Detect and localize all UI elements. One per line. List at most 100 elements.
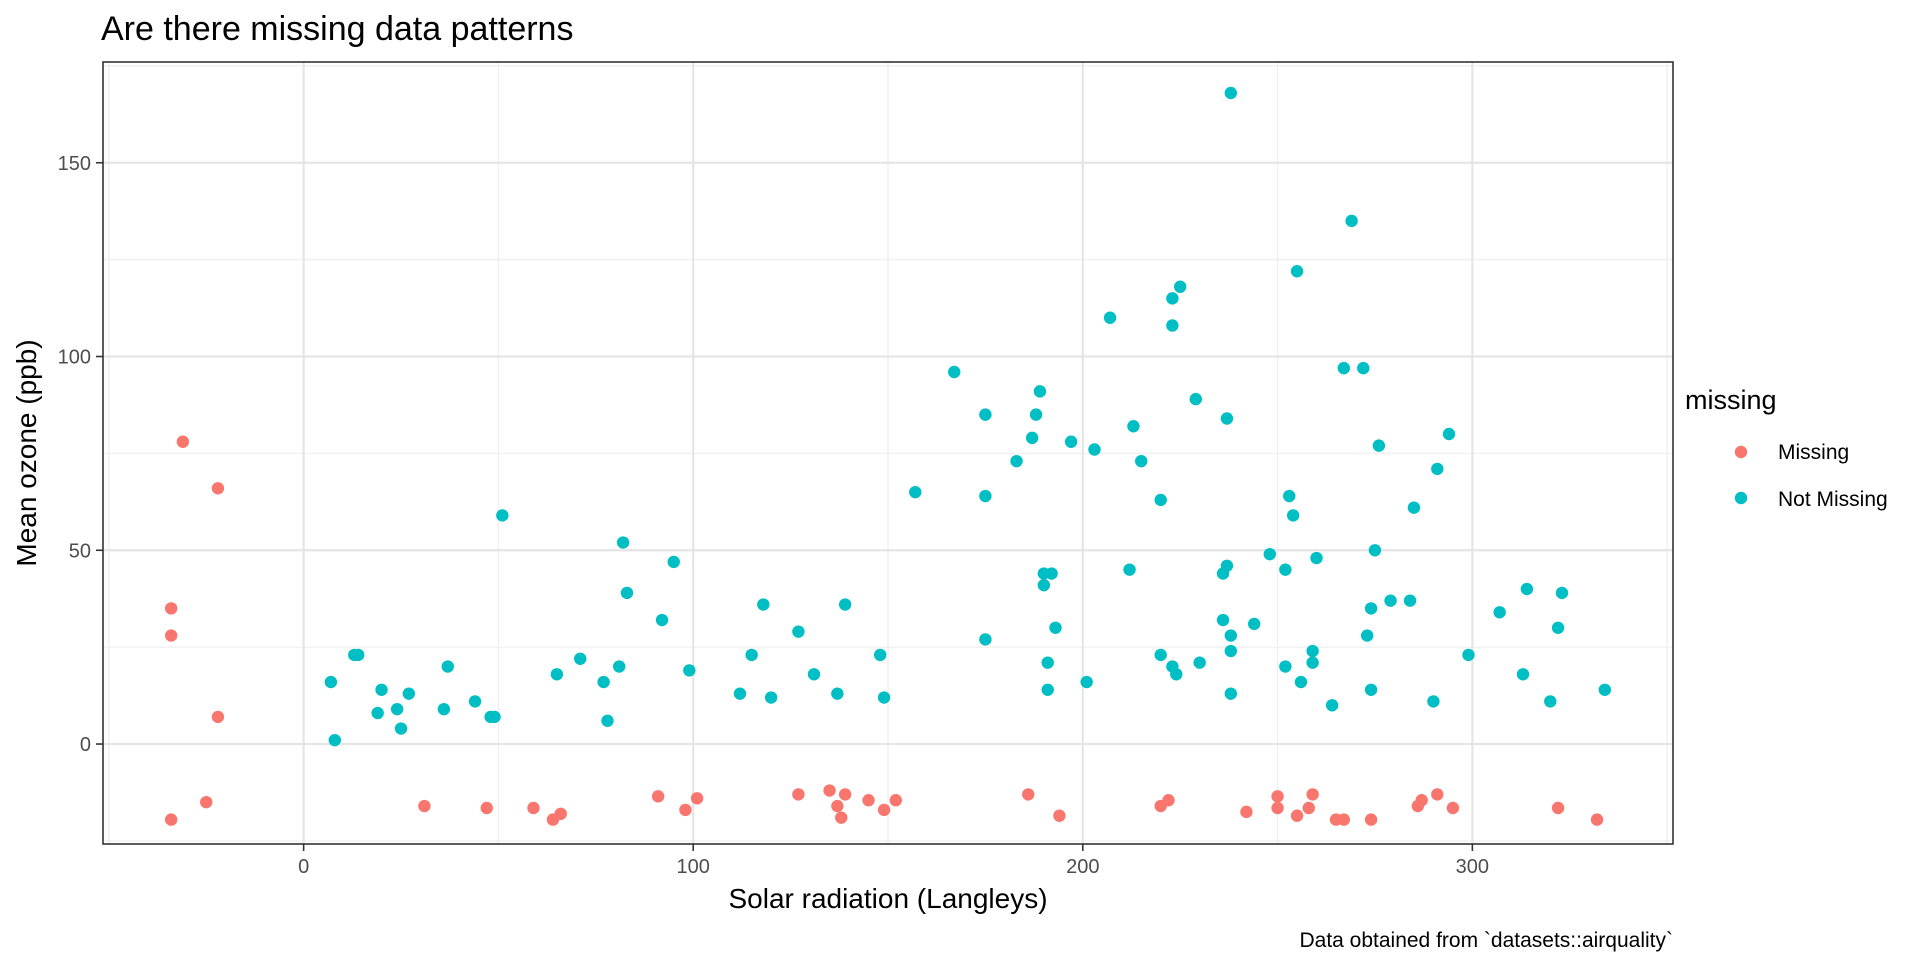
point-missing: [1162, 794, 1175, 807]
point-not-missing: [601, 714, 614, 727]
point-missing: [1337, 813, 1351, 826]
point-not-missing: [1189, 392, 1202, 406]
point-missing: [1290, 809, 1304, 822]
point-not-missing: [1170, 668, 1183, 681]
point-not-missing: [1544, 695, 1557, 708]
point-missing: [1415, 794, 1428, 807]
point-not-missing: [468, 695, 482, 708]
y-tick-label: 150: [58, 153, 91, 175]
point-not-missing: [909, 485, 922, 499]
legend-key-not-missing: [1734, 491, 1748, 505]
point-missing: [480, 801, 493, 815]
point-not-missing: [1310, 551, 1323, 565]
point-missing: [835, 811, 848, 824]
point-not-missing: [1442, 427, 1456, 441]
point-missing: [838, 788, 852, 801]
point-not-missing: [1364, 683, 1378, 696]
point-not-missing: [1064, 435, 1078, 448]
point-not-missing: [655, 613, 669, 627]
legend-key-missing: [1734, 445, 1748, 459]
point-missing: [1364, 813, 1378, 826]
point-not-missing: [616, 536, 630, 549]
point-not-missing: [1010, 454, 1023, 468]
point-missing: [527, 801, 540, 815]
point-missing: [1271, 801, 1284, 815]
y-axis: 0 50 100 150: [58, 153, 103, 756]
point-not-missing: [1224, 86, 1238, 100]
point-not-missing: [1041, 656, 1054, 669]
point-not-missing: [1364, 602, 1378, 615]
point-not-missing: [667, 555, 680, 569]
point-not-missing: [1306, 656, 1319, 669]
point-not-missing: [807, 668, 821, 681]
point-not-missing: [488, 710, 501, 724]
y-tick-label: 50: [69, 540, 91, 562]
point-not-missing: [1516, 668, 1530, 681]
point-missing: [1306, 788, 1319, 801]
point-not-missing: [1041, 683, 1054, 696]
point-not-missing: [1286, 509, 1300, 522]
point-not-missing: [1372, 439, 1386, 452]
point-not-missing: [1427, 695, 1440, 708]
point-not-missing: [1123, 563, 1136, 576]
legend-label-not-missing: Not Missing: [1778, 488, 1888, 511]
point-not-missing: [1166, 319, 1179, 332]
point-not-missing: [757, 598, 770, 611]
x-axis: 0 100 200 300: [298, 844, 1489, 878]
legend-item-not-missing: Not Missing: [1734, 488, 1888, 511]
point-not-missing: [1384, 594, 1397, 607]
point-missing: [831, 799, 844, 813]
data-points: [164, 86, 1612, 826]
point-not-missing: [1224, 629, 1238, 642]
point-not-missing: [1154, 648, 1167, 662]
point-not-missing: [1357, 361, 1370, 375]
x-tick-label: 200: [1066, 856, 1099, 878]
point-not-missing: [324, 675, 338, 689]
point-not-missing: [351, 648, 365, 662]
point-not-missing: [1049, 621, 1062, 634]
point-not-missing: [1325, 699, 1339, 712]
legend-title: missing: [1685, 385, 1777, 415]
point-not-missing: [1193, 656, 1206, 669]
point-not-missing: [402, 687, 416, 700]
panel-border: [102, 61, 1674, 845]
point-not-missing: [1166, 292, 1179, 305]
point-missing: [651, 790, 665, 803]
point-not-missing: [764, 691, 778, 704]
point-missing: [1590, 813, 1604, 826]
point-not-missing: [1103, 311, 1117, 324]
point-not-missing: [390, 702, 404, 716]
point-not-missing: [745, 648, 758, 662]
point-not-missing: [441, 660, 454, 673]
point-not-missing: [1135, 454, 1148, 468]
y-axis-title: Mean ozone (ppb): [11, 339, 42, 566]
point-missing: [1431, 788, 1444, 801]
point-not-missing: [1520, 582, 1534, 596]
point-not-missing: [597, 675, 610, 689]
point-missing: [211, 710, 225, 724]
x-tick-label: 100: [677, 856, 710, 878]
point-missing: [200, 795, 213, 809]
minor-gridlines: [103, 62, 1673, 844]
point-not-missing: [1279, 563, 1292, 576]
y-tick-label: 100: [58, 347, 91, 369]
point-not-missing: [792, 625, 805, 638]
point-not-missing: [437, 702, 451, 716]
point-missing: [1053, 809, 1066, 822]
point-not-missing: [1368, 544, 1382, 557]
plot-panel: [102, 61, 1674, 845]
point-missing: [211, 482, 225, 495]
point-not-missing: [1220, 559, 1234, 572]
point-not-missing: [948, 365, 961, 379]
point-not-missing: [831, 687, 844, 700]
point-missing: [164, 813, 178, 826]
point-not-missing: [1154, 493, 1167, 507]
x-tick-label: 0: [298, 856, 309, 878]
point-not-missing: [1279, 660, 1292, 673]
point-not-missing: [1598, 683, 1612, 696]
point-not-missing: [1224, 644, 1238, 658]
point-missing: [1271, 790, 1284, 803]
legend-label-missing: Missing: [1778, 441, 1849, 464]
x-axis-title: Solar radiation (Langleys): [728, 883, 1047, 914]
